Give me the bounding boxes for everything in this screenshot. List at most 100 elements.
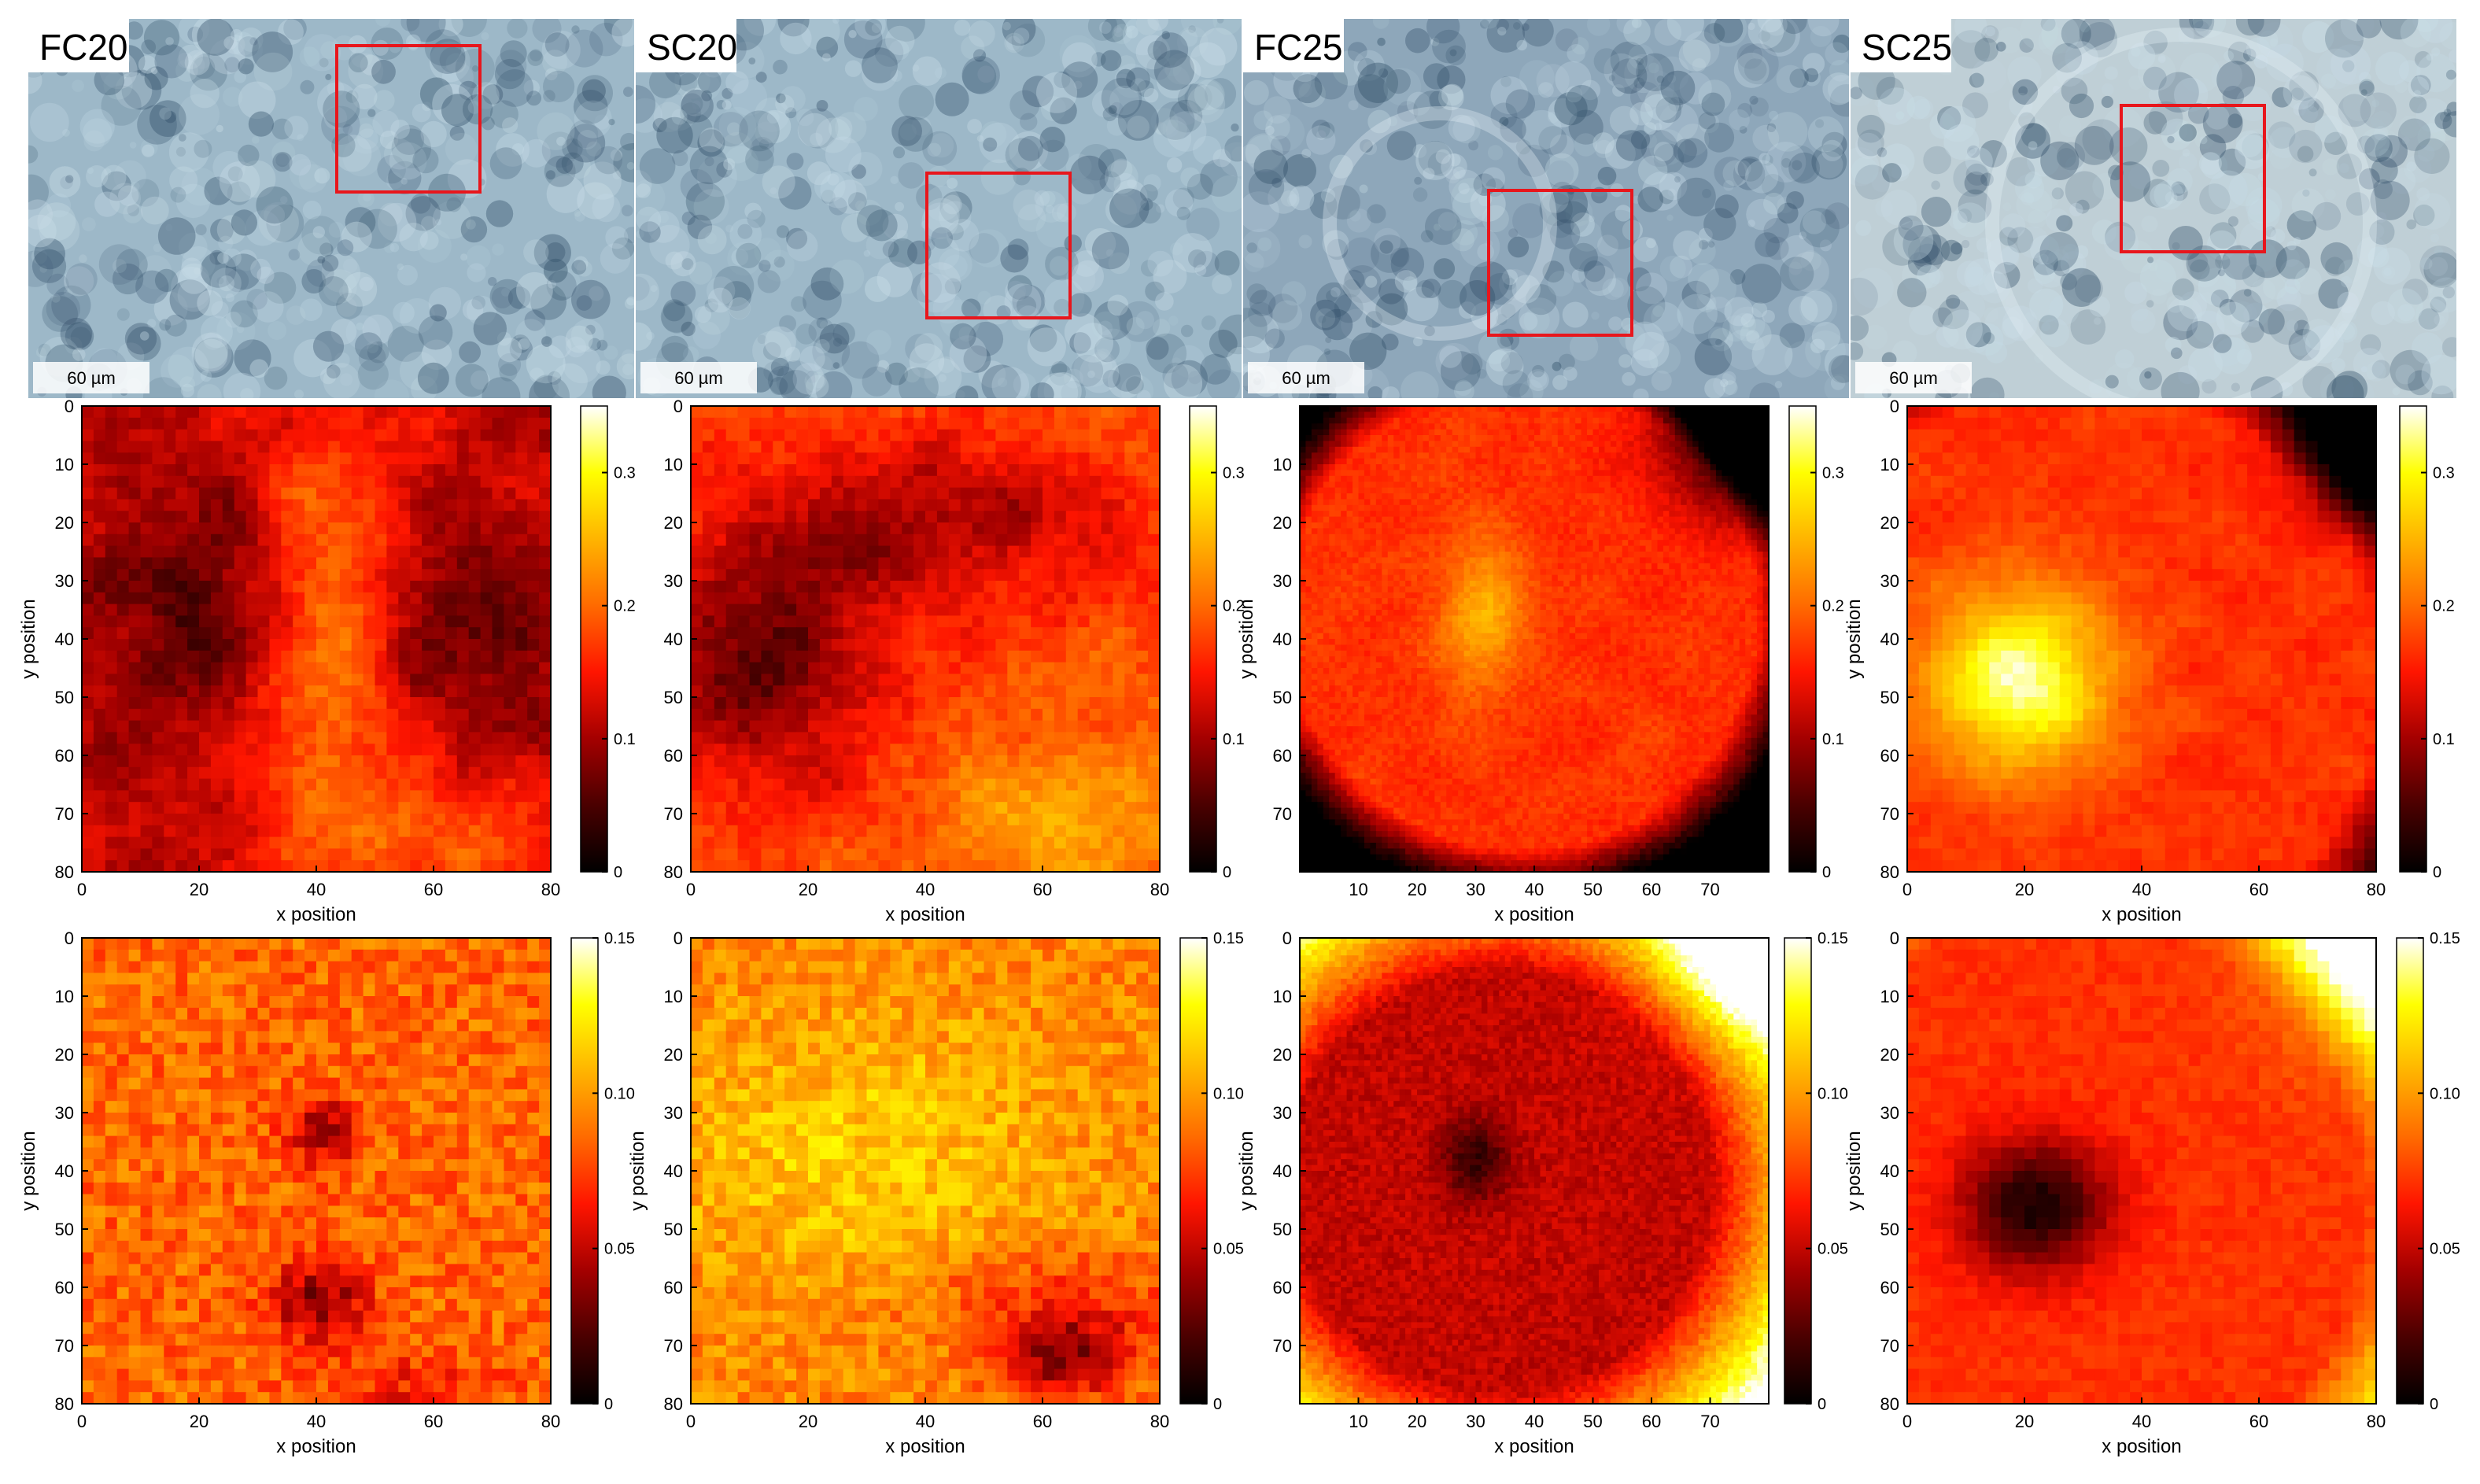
heatmap-cell — [1305, 528, 1312, 535]
heatmap-cell — [234, 744, 247, 756]
heatmap-cell — [445, 778, 458, 791]
heatmap-cell — [902, 755, 914, 768]
heatmap-cell — [210, 814, 223, 826]
heatmap-cell — [1417, 522, 1424, 529]
heatmap-cell — [199, 452, 212, 465]
heatmap-cell — [854, 708, 868, 722]
heatmap-cell — [1540, 429, 1547, 436]
heatmap-cell — [1516, 429, 1523, 436]
heatmap-cell — [1311, 482, 1318, 489]
heatmap-cell — [527, 627, 540, 640]
heatmap-cell — [1007, 464, 1020, 477]
heatmap-cell — [351, 487, 364, 500]
heatmap-cell — [210, 627, 223, 640]
heatmap-cell — [960, 511, 973, 523]
heatmap-cell — [1475, 487, 1482, 494]
heatmap-cell — [1089, 429, 1102, 441]
heatmap-cell — [1657, 470, 1664, 477]
heatmap-cell — [702, 475, 715, 489]
y-tick-label: 40 — [55, 629, 74, 649]
heatmap-cell — [1043, 604, 1055, 616]
heatmap-cell — [819, 848, 832, 861]
heatmap-cell — [866, 604, 879, 616]
heatmap-cell — [410, 639, 423, 652]
heatmap-cell — [1440, 417, 1447, 424]
heatmap-cell — [1475, 482, 1482, 489]
heatmap-cell — [725, 499, 739, 511]
heatmap-cell — [504, 569, 516, 581]
heatmap-cell — [351, 511, 364, 523]
heatmap-cell — [1569, 464, 1576, 471]
heatmap-cell — [843, 744, 856, 756]
heatmap-cell — [1136, 569, 1149, 581]
heatmap-cell — [1353, 412, 1360, 419]
heatmap-cell — [913, 766, 926, 780]
heatmap-cell — [434, 802, 446, 814]
heatmap-cell — [175, 499, 188, 511]
heatmap-cell — [773, 615, 785, 628]
heatmap-cell — [691, 569, 703, 581]
heatmap-cell — [93, 569, 106, 581]
heatmap-cell — [749, 615, 762, 628]
heatmap-cell — [304, 533, 317, 547]
heatmap-cell — [1463, 487, 1471, 494]
heatmap-cell — [773, 662, 785, 674]
heatmap-cell — [925, 533, 938, 547]
heatmap-cell — [445, 511, 458, 523]
heatmap-cell — [1511, 504, 1518, 511]
heatmap-cell — [269, 778, 282, 791]
heatmap-cell — [936, 825, 950, 838]
heatmap-cell — [1674, 516, 1681, 523]
heatmap-cell — [1722, 475, 1729, 482]
heatmap-cell — [175, 802, 188, 814]
heatmap-cell — [164, 662, 176, 674]
heatmap-cell — [936, 697, 950, 710]
heatmap-cell — [527, 802, 540, 814]
heatmap-cell — [773, 557, 785, 570]
heatmap-cell — [515, 592, 528, 605]
heatmap-cell — [492, 708, 504, 722]
heatmap-cell — [1054, 720, 1067, 733]
heatmap-cell — [913, 592, 926, 605]
heatmap-cell — [1645, 441, 1652, 448]
heatmap-cell — [281, 720, 293, 733]
heatmap-cell — [398, 860, 411, 873]
heatmap-cell — [1387, 452, 1394, 460]
heatmap-cell — [1534, 522, 1541, 529]
heatmap-cell — [761, 441, 773, 453]
heatmap-cell — [504, 627, 516, 640]
heatmap-cell — [339, 522, 352, 535]
heatmap-cell — [1645, 412, 1652, 419]
heatmap-cell — [1528, 417, 1535, 424]
heatmap-cell — [269, 417, 282, 430]
heatmap-cell — [327, 569, 341, 581]
heatmap-cell — [327, 697, 341, 710]
heatmap-cell — [1511, 464, 1518, 471]
heatmap-cell — [796, 848, 809, 861]
heatmap-cell — [105, 464, 118, 477]
heatmap-cell — [913, 545, 926, 558]
heatmap-cell — [984, 511, 996, 523]
heatmap-cell — [1692, 522, 1699, 529]
heatmap-cell — [913, 615, 926, 628]
heatmap-cell — [1334, 475, 1341, 482]
heatmap-cell — [796, 499, 809, 511]
heatmap-cell — [257, 569, 270, 581]
heatmap-cell — [140, 522, 153, 535]
heatmap-cell — [539, 814, 552, 826]
heatmap-cell — [1645, 406, 1652, 412]
heatmap-cell — [1054, 639, 1067, 652]
heatmap-cell — [702, 487, 715, 500]
heatmap-cell — [1323, 417, 1330, 424]
heatmap-cell — [1065, 557, 1079, 570]
heatmap-cell — [515, 708, 528, 722]
heatmap-cell — [773, 511, 785, 523]
heatmap-cell — [539, 569, 552, 581]
heatmap-cell — [819, 639, 832, 652]
heatmap-cell — [1622, 452, 1629, 460]
heatmap-cell — [1311, 499, 1318, 506]
heatmap-cell — [1043, 557, 1055, 570]
heatmap-cell — [1101, 778, 1113, 791]
heatmap-cell — [1358, 458, 1365, 465]
heatmap-cell — [93, 487, 106, 500]
